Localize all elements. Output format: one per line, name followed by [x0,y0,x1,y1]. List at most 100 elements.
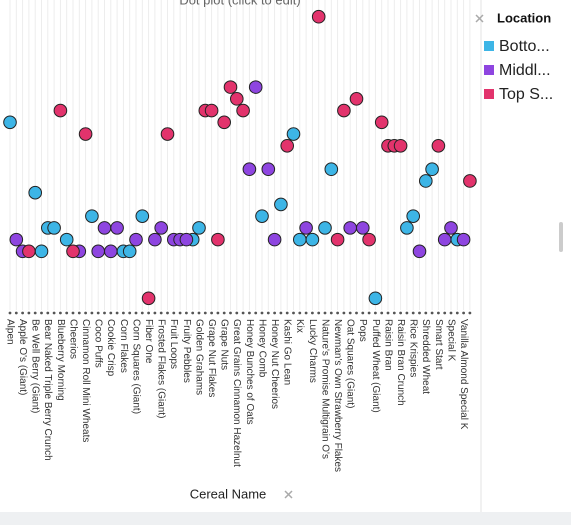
x-tick-label: Fruit Loops [168,319,179,369]
legend-title[interactable]: Location [497,10,551,25]
dot [280,138,295,153]
category-tick [178,311,182,315]
x-tick-label: Honey Bunches of Oats [244,319,255,425]
category-tick [109,311,113,315]
dot [255,209,269,223]
dot [406,209,421,223]
x-tick-label: Cookie Crisp [105,319,116,377]
category-tick [40,311,43,315]
category-tick [52,311,56,315]
category-tick [21,311,24,315]
category-tick [273,311,276,315]
dot [337,103,351,118]
dot [122,244,137,259]
bottom-band [0,512,571,525]
dot [217,115,231,130]
dot [400,221,414,235]
category-tick [46,311,50,315]
dot [318,221,332,235]
category-tick [336,311,339,315]
dot [179,232,194,247]
x-tick-label: Cheerios [67,319,78,359]
category-tick [229,311,232,315]
category-tick [430,311,434,315]
category-tick [311,311,314,315]
category-tick [197,311,201,315]
dot [463,174,477,188]
category-tick [449,311,453,315]
scrollbar[interactable] [559,222,563,252]
category-tick [323,311,327,315]
category-tick [166,311,169,315]
category-tick [122,311,125,315]
x-tick-label: Lucky Charms [307,319,318,383]
category-tick [77,311,81,315]
dot [236,103,250,118]
category-tick [266,311,270,315]
category-tick [399,311,402,315]
x-tick-label: Nature's Promise Multigrain O's [319,319,330,459]
category-tick [248,311,251,315]
category-tick [386,311,390,315]
category-tick [153,311,157,315]
category-tick [33,311,37,315]
x-tick-label: Great Grains Cinnamon Hazelnut [231,319,242,467]
category-tick [348,311,352,315]
dot [324,162,339,177]
x-tick-label: Be Well Berry (Giant) [30,319,41,413]
category-tick [185,311,188,315]
x-tick-label: Blueberry Morning [55,319,66,401]
dot [85,209,99,223]
category-tick [329,311,333,315]
x-tick-label: Corn Flakes [118,319,129,373]
x-tick-label: Pops [357,319,368,342]
x-tick-label: Honey Nut Cheerios [269,319,280,409]
category-tick [380,311,384,315]
dot [261,162,276,177]
dot [419,174,433,188]
category-tick [355,311,358,315]
category-tick [84,311,87,315]
x-tick-label: Newman's Own Strawberry Flakes [332,319,343,472]
dot [160,127,175,141]
remove-legend-attribute[interactable] [475,14,484,23]
x-axis-label[interactable]: Cereal Name [190,486,267,501]
x-tick-label: Alpen [4,319,15,345]
dot [129,232,143,247]
category-tick [455,311,459,315]
category-tick [147,311,151,315]
category-tick [71,311,75,315]
category-tick [191,311,195,315]
dot [286,127,301,141]
dot [3,115,17,130]
category-tick [115,311,119,315]
category-tick [203,311,207,315]
dot [425,162,439,177]
remove-x-attribute[interactable] [284,490,293,499]
category-tick [159,311,163,315]
legend-swatch [484,89,494,99]
dot [135,209,150,223]
x-tick-label: Raisin Bran [382,319,393,371]
x-tick-label: Smart Start [433,319,444,370]
category-tick [103,311,106,315]
category-tick [424,311,428,315]
category-tick [14,311,18,315]
x-tick-label: Special K [445,319,456,362]
dot [349,92,364,106]
x-tick-label: Raisin Bran Crunch [395,319,406,406]
dot [393,138,408,153]
x-tick-label: Shredded Wheat [420,319,431,394]
x-tick-label: Cinnamon Roll Mini Wheats [80,319,91,442]
legend-swatch [484,65,494,75]
category-tick [254,311,258,315]
dot [66,244,80,259]
x-tick-label: Golden Grahams [193,319,204,395]
plot-title[interactable]: Dot plot (click to edit) [179,0,300,7]
x-tick-label: Vanilla Almond Special K [458,319,469,430]
dot [362,232,376,247]
x-icon [475,14,484,23]
x-tick-label: Kashi Go Lean [282,319,293,385]
dot [456,232,471,247]
